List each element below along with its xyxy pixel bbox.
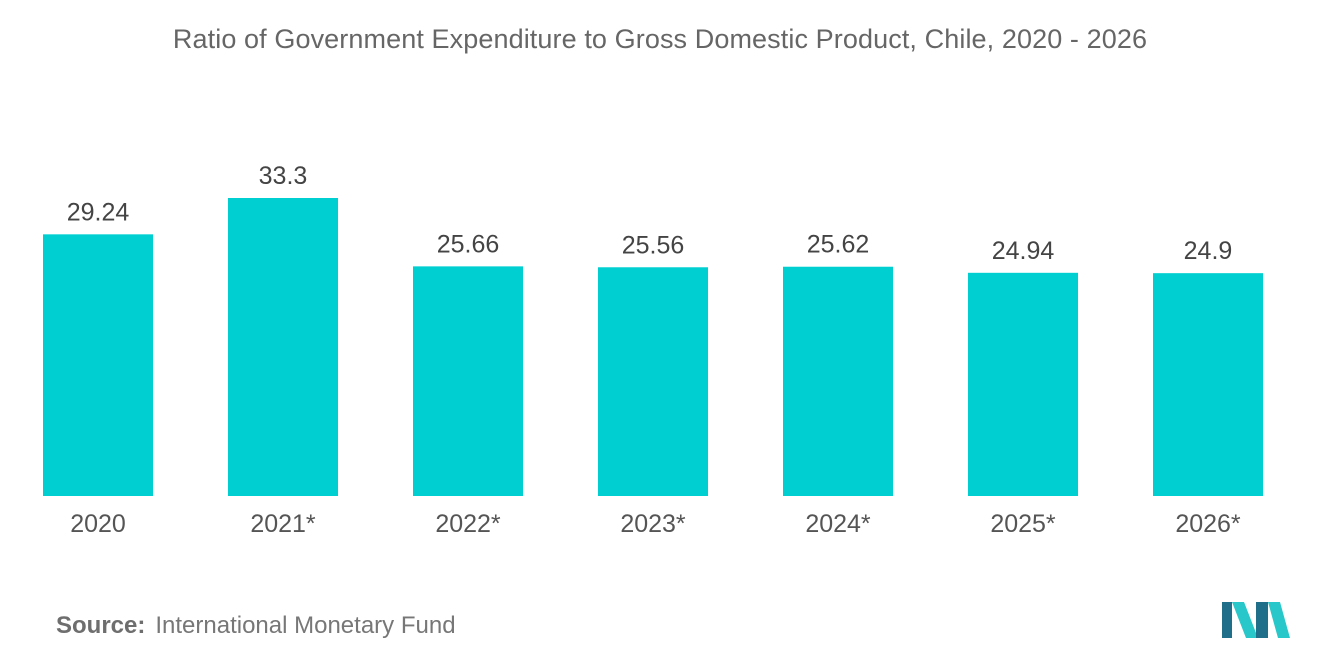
data-label: 24.9 (1184, 237, 1233, 265)
bar-chart: 29.24 2020 33.3 2021* 25.66 2022* 25.56 2023* 25… (43, 162, 1263, 538)
chart-title: Ratio of Government Expenditure to Gross… (172, 24, 1148, 54)
x-tick-label: 2023* (620, 510, 686, 538)
bar-2022 (413, 266, 523, 496)
bar-2026 (1153, 273, 1263, 496)
bar-2021 (228, 198, 338, 496)
bar-2025 (968, 272, 1078, 496)
data-label: 33.3 (259, 162, 308, 190)
data-label: 24.94 (992, 237, 1055, 265)
data-label: 25.56 (622, 231, 685, 259)
bar-2024 (783, 266, 893, 496)
data-label: 29.24 (67, 198, 130, 226)
source-note: Source: International Monetary Fund (56, 612, 456, 640)
x-tick-label: 2022* (435, 510, 501, 538)
bar-2023 (598, 267, 708, 496)
x-tick-label: 2021* (250, 510, 316, 538)
source-text: International Monetary Fund (155, 612, 456, 639)
data-label: 25.62 (807, 231, 870, 259)
x-tick-label: 2025* (990, 510, 1056, 538)
mordor-logo-icon (1222, 602, 1290, 638)
x-tick-label: 2020 (70, 510, 126, 538)
source-label: Source: (56, 612, 146, 639)
x-tick-label: 2026* (1175, 510, 1241, 538)
x-tick-label: 2024* (805, 510, 871, 538)
bar-2020 (43, 234, 153, 496)
data-label: 25.66 (437, 230, 500, 258)
